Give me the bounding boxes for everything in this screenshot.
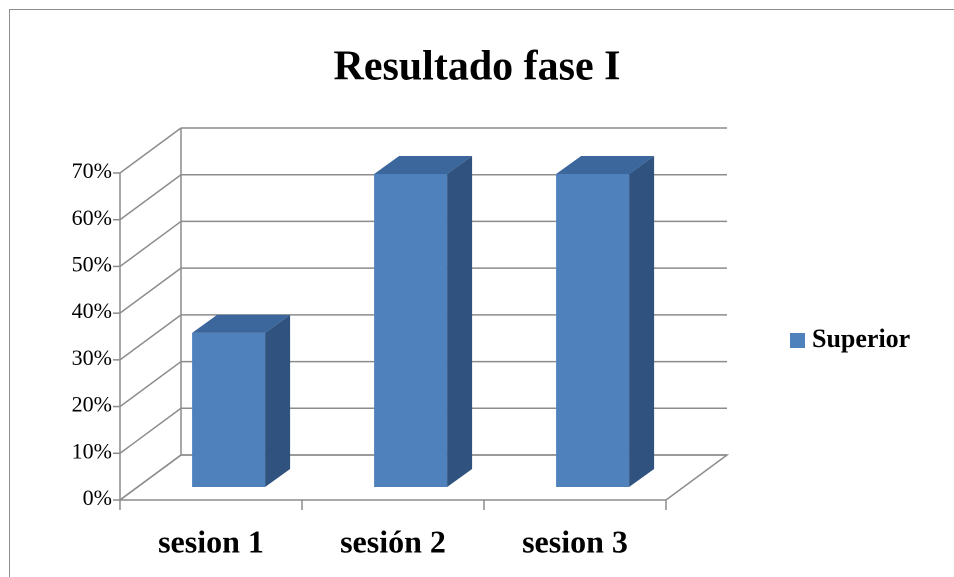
bar-top (556, 156, 655, 175)
y-tick-label: 50% (72, 251, 112, 276)
grid-line (119, 360, 182, 408)
y-tick-label: 70% (72, 158, 112, 183)
bar-top (192, 314, 291, 333)
grid-line (119, 267, 182, 314)
chart-border (9, 9, 954, 577)
y-tick-label: 60% (72, 205, 112, 230)
legend-label: Superior (812, 324, 910, 353)
grid-line (119, 127, 182, 174)
y-tick-label: 20% (72, 392, 112, 417)
bar-side (265, 314, 291, 487)
y-tick-label: 10% (72, 438, 112, 463)
y-tick-label: 0% (83, 485, 112, 510)
y-tick-label: 40% (72, 298, 112, 323)
grid-line (119, 314, 182, 361)
x-tick-label: sesion 3 (522, 523, 628, 559)
bar (556, 174, 630, 487)
chart-title: Resultado fase I (333, 44, 620, 90)
legend-swatch (790, 333, 805, 348)
grid-line (119, 174, 182, 221)
y-tick-label: 30% (72, 345, 112, 370)
bar-top (374, 156, 473, 175)
bar (192, 332, 266, 487)
bar (374, 174, 448, 487)
x-tick-label: sesión 2 (340, 523, 446, 559)
x-tick-label: sesion 1 (158, 523, 264, 559)
grid-line (119, 407, 182, 454)
bar-side (629, 156, 655, 487)
grid-line (119, 454, 182, 501)
bar-side (447, 156, 473, 487)
grid-line (119, 220, 182, 268)
